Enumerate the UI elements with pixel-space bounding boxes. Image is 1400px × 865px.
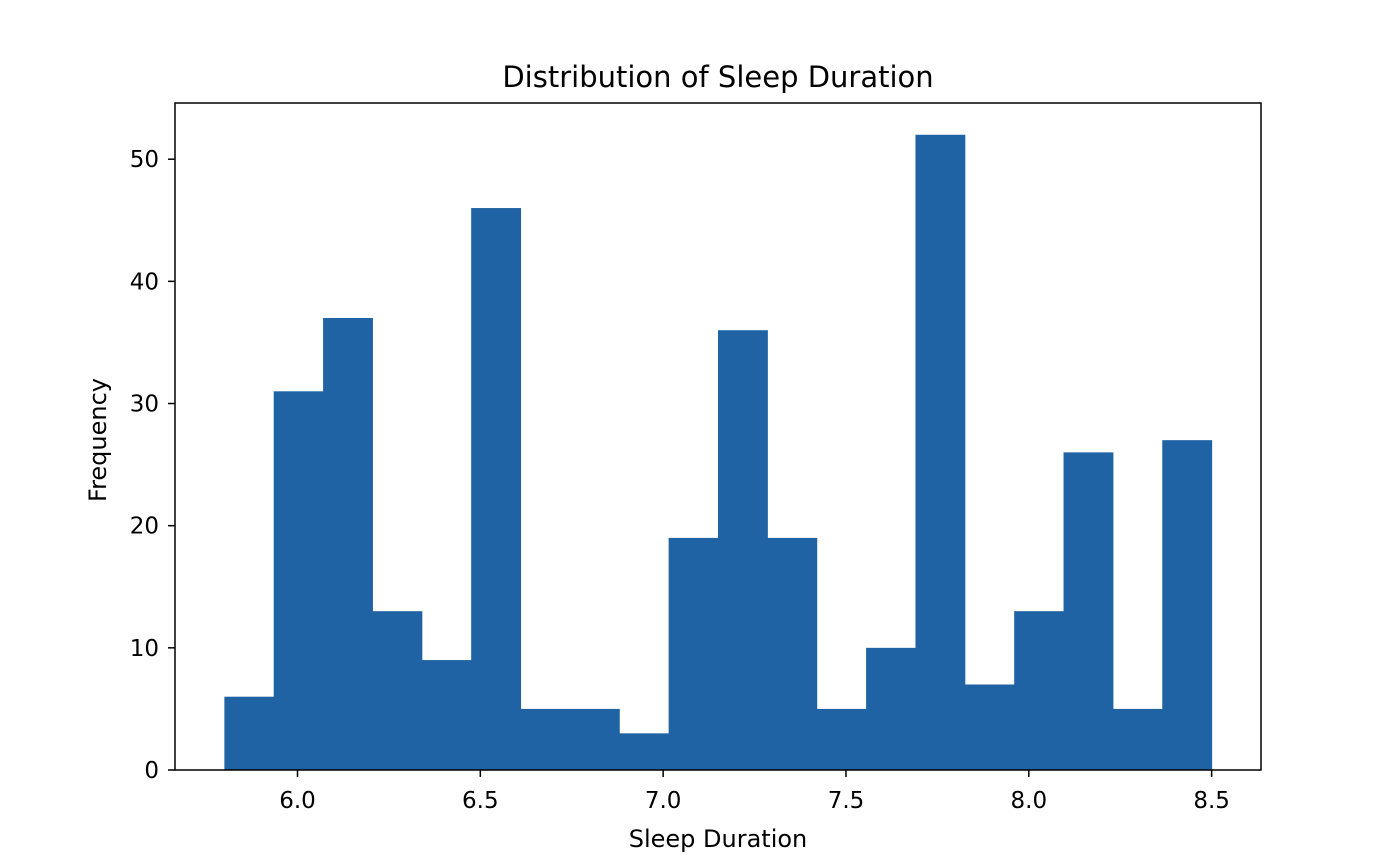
histogram-bar bbox=[1063, 452, 1114, 770]
histogram-bar bbox=[569, 708, 620, 770]
histogram-bar bbox=[273, 391, 324, 770]
y-axis-label: Frequency bbox=[84, 378, 112, 502]
histogram-bar bbox=[421, 660, 472, 770]
histogram-bar bbox=[915, 134, 966, 770]
histogram-bar bbox=[1162, 440, 1213, 770]
y-tick-label: 50 bbox=[130, 147, 159, 173]
x-tick-label: 7.0 bbox=[645, 788, 682, 814]
x-tick-label: 7.5 bbox=[828, 788, 865, 814]
x-axis-label: Sleep Duration bbox=[629, 825, 808, 853]
histogram-bar bbox=[866, 647, 916, 770]
histogram-bar bbox=[718, 330, 768, 770]
chart-title: Distribution of Sleep Duration bbox=[502, 60, 933, 94]
histogram-bar bbox=[964, 684, 1015, 770]
x-axis-ticks: 6.0 6.5 7.0 7.5 8.0 8.5 bbox=[279, 770, 1230, 814]
histogram-bar bbox=[372, 611, 423, 770]
y-axis-ticks: 0 10 20 30 40 50 bbox=[130, 147, 175, 784]
x-tick-label: 6.0 bbox=[279, 788, 316, 814]
histogram-bar bbox=[816, 708, 867, 770]
y-tick-label: 0 bbox=[144, 758, 159, 784]
y-tick-label: 30 bbox=[130, 392, 159, 418]
histogram-bar bbox=[471, 208, 522, 771]
y-tick-label: 20 bbox=[130, 514, 159, 540]
histogram-bar bbox=[224, 696, 275, 770]
histogram-bar bbox=[619, 733, 670, 770]
y-tick-label: 40 bbox=[130, 269, 159, 295]
x-tick-label: 6.5 bbox=[462, 788, 499, 814]
x-tick-label: 8.5 bbox=[1193, 788, 1230, 814]
histogram-bar bbox=[767, 537, 818, 770]
plot-frame bbox=[174, 102, 1262, 771]
histogram-bar bbox=[323, 318, 373, 770]
histogram-bar bbox=[1112, 708, 1163, 770]
bars-group bbox=[224, 134, 1213, 771]
histogram-bar bbox=[520, 708, 571, 770]
histogram-bar bbox=[668, 537, 719, 770]
histogram-bar bbox=[1014, 611, 1065, 770]
y-tick-label: 10 bbox=[130, 636, 159, 662]
x-tick-label: 8.0 bbox=[1011, 788, 1048, 814]
